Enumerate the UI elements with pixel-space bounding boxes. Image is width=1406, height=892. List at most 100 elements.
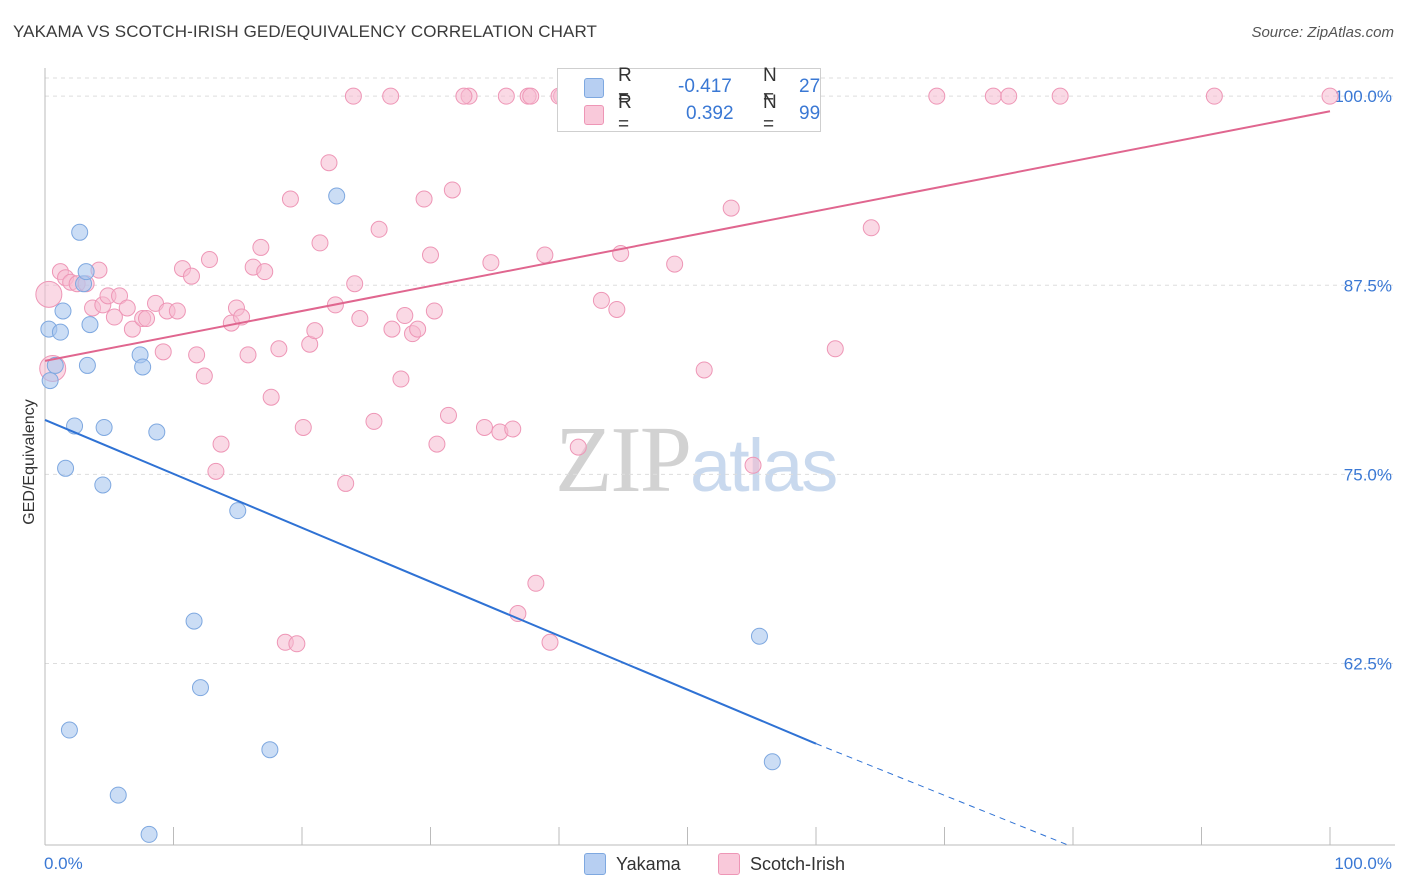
yakama-point-10 (77, 263, 95, 281)
scotch-irish-trendline (44, 110, 1331, 362)
scotch-irish-point-61 (443, 181, 461, 199)
scotch-irish-point-81 (695, 361, 713, 379)
source-credit: Source: ZipAtlas.com (1251, 24, 1394, 41)
scotch-irish-point-42 (306, 322, 324, 340)
yakama-point-20 (185, 612, 203, 630)
scotch-irish-point-39 (288, 635, 306, 653)
yakama-point-25 (750, 627, 768, 645)
yakama-r-value: -0.417 (678, 76, 732, 97)
scotch-irish-point-38 (281, 190, 299, 208)
scotch-irish-r-value: 0.392 (686, 103, 734, 124)
yakama-point-19 (148, 423, 166, 441)
yakama-r-label: R = (618, 65, 632, 108)
scotch-irish-point-51 (383, 320, 401, 338)
scotch-irish-point-87 (928, 87, 946, 105)
scotch-irish-point-60 (439, 406, 457, 424)
scotch-irish-point-35 (262, 388, 280, 406)
yakama-point-21 (191, 679, 209, 697)
yakama-point-22 (229, 502, 247, 520)
bottom-scotch-irish-swatch (718, 853, 740, 875)
scotch-irish-point-71 (527, 574, 545, 592)
scotch-irish-point-16 (138, 310, 156, 328)
bottom-yakama-label: Yakama (616, 853, 681, 874)
yakama-point-17 (134, 358, 152, 376)
yakama-point-24 (328, 187, 346, 205)
bottom-yakama-swatch (584, 853, 606, 875)
scotch-irish-point-26 (207, 462, 225, 480)
scotch-irish-point-20 (168, 302, 186, 320)
yakama-point-15 (109, 786, 127, 804)
scotch-irish-point-84 (744, 456, 762, 474)
chart-title: YAKAMA VS SCOTCH-IRISH GED/EQUIVALENCY C… (13, 22, 598, 41)
yakama-point-4 (54, 302, 72, 320)
yakama-point-5 (57, 459, 75, 477)
scotch-irish-swatch (584, 105, 604, 125)
scotch-irish-point-56 (415, 190, 433, 208)
scotch-irish-point-13 (118, 299, 136, 317)
scotch-irish-point-33 (252, 238, 270, 256)
scotch-irish-point-85 (826, 340, 844, 358)
y-tick-label-1: 75.0% (1344, 465, 1392, 484)
scotch-irish-n-label: N = (763, 92, 777, 135)
scotch-irish-point-12 (111, 287, 129, 305)
scotch-irish-point-63 (475, 418, 493, 436)
scotch-irish-point-52 (392, 370, 410, 388)
scotch-irish-point-31 (239, 346, 257, 364)
watermark: ZIPatlas (555, 405, 838, 514)
yakama-point-6 (60, 721, 78, 739)
yakama-point-8 (71, 223, 89, 241)
scotch-irish-point-88 (984, 87, 1002, 105)
scotch-irish-point-97 (382, 87, 400, 105)
scotch-irish-point-0 (35, 280, 63, 308)
scotch-irish-point-48 (351, 310, 369, 328)
scotch-irish-point-55 (409, 320, 427, 338)
scotch-irish-point-36 (270, 340, 288, 358)
scotch-irish-point-96 (455, 87, 473, 105)
y-axis-label: GED/Equivalency (21, 399, 38, 524)
scotch-irish-point-90 (1051, 87, 1069, 105)
scotch-irish-point-49 (365, 412, 383, 430)
scotch-irish-point-27 (212, 435, 230, 453)
scotch-irish-point-76 (592, 291, 610, 309)
scotch-irish-point-77 (608, 300, 626, 318)
scotch-irish-point-23 (188, 346, 206, 364)
yakama-point-2 (46, 356, 64, 374)
bottom-legend-yakama: Yakama (584, 851, 681, 877)
scotch-irish-point-46 (337, 474, 355, 492)
y-tick-label-3: 100.0% (1334, 87, 1392, 106)
scotch-irish-point-40 (294, 418, 312, 436)
scotch-irish-point-66 (497, 87, 515, 105)
bottom-legend-scotch-irish: Scotch-Irish (718, 851, 845, 877)
scotch-irish-point-89 (1000, 87, 1018, 105)
scotch-irish-point-14 (123, 320, 141, 338)
yakama-point-14 (95, 418, 113, 436)
yakama-point-12 (81, 316, 99, 334)
scotch-irish-point-34 (256, 263, 274, 281)
yakama-point-18 (140, 825, 158, 843)
scotch-irish-n-value: 99 (799, 103, 821, 124)
scotch-irish-point-22 (182, 267, 200, 285)
scotch-irish-point-75 (569, 438, 587, 456)
scotch-irish-point-50 (370, 220, 388, 238)
scotch-irish-r-label: R = (618, 92, 632, 135)
yakama-n-value: 27 (799, 76, 821, 97)
scotch-irish-point-44 (320, 154, 338, 172)
scotch-irish-point-18 (154, 343, 172, 361)
y-tick-label-2: 87.5% (1344, 276, 1392, 295)
scotch-irish-point-47 (346, 275, 364, 293)
scotch-irish-point-73 (541, 633, 559, 651)
scotch-irish-point-24 (195, 367, 213, 385)
scotch-irish-point-53 (396, 307, 414, 325)
scotch-irish-point-25 (200, 251, 218, 269)
yakama-trendline-extension (815, 743, 1069, 846)
stats-legend: R = -0.417 N = 27 R = 0.392 N = 99 (557, 65, 821, 135)
y-tick-label-0: 62.5% (1344, 654, 1392, 673)
scotch-irish-point-43 (311, 234, 329, 252)
yakama-point-11 (78, 356, 96, 374)
scotch-irish-point-98 (344, 87, 362, 105)
yakama-swatch (584, 78, 604, 98)
yakama-point-3 (51, 323, 69, 341)
scotch-irish-point-70 (522, 87, 540, 105)
watermark-zip: ZIP (555, 408, 692, 512)
